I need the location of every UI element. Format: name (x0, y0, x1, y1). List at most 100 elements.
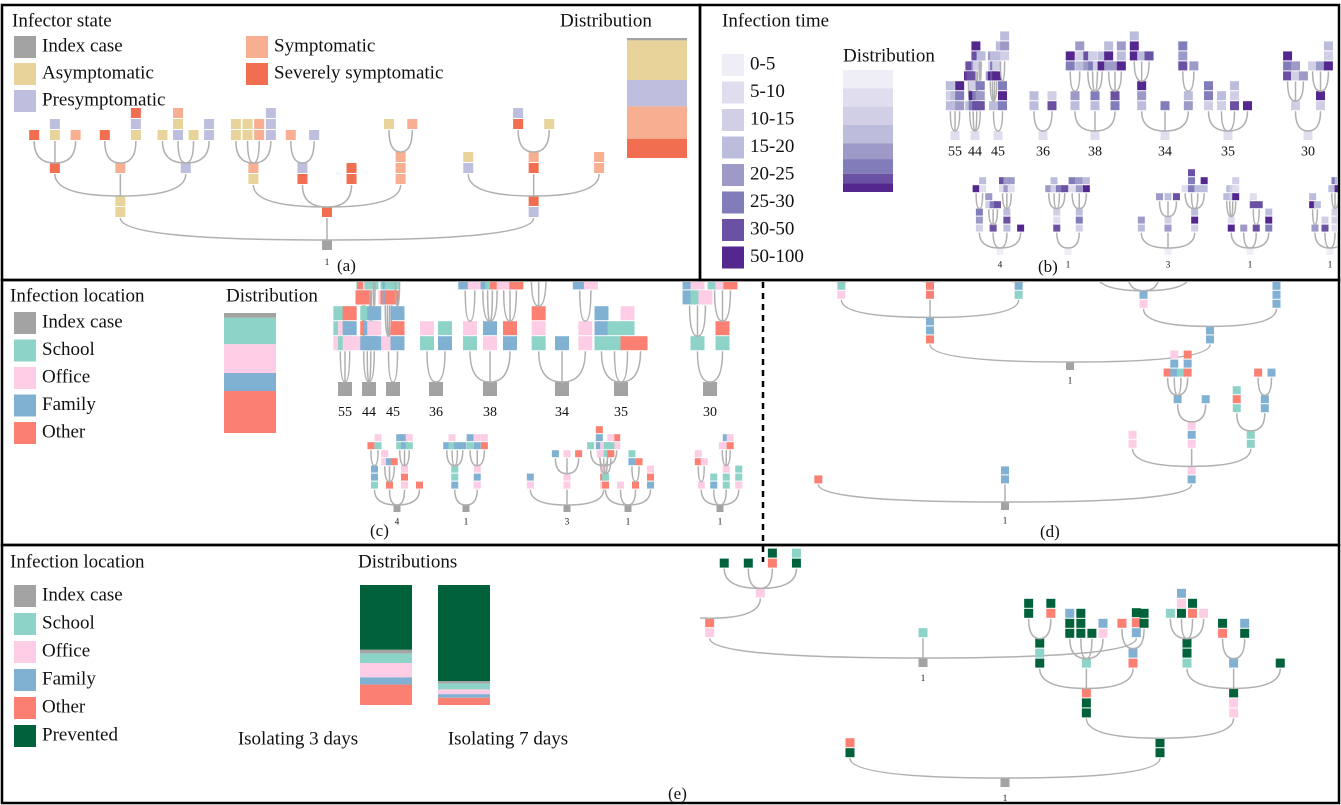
tree-node (1187, 466, 1196, 475)
tree-node (595, 426, 603, 434)
tree-edge (747, 568, 761, 590)
tree-edge (922, 637, 1138, 659)
tree-node (1313, 201, 1321, 209)
tree-node (1000, 51, 1010, 61)
tree-node (1326, 248, 1334, 255)
tree-edge (451, 450, 456, 467)
tree-node (429, 382, 443, 396)
tree-node (1334, 177, 1338, 185)
tree-node (473, 434, 481, 442)
tree-node (975, 101, 985, 111)
tree-group: 55 44 45 36 38 34 35 30 4 1 3 1 1 (945, 31, 1338, 269)
tree-node (954, 237, 962, 245)
tree-node (1272, 290, 1281, 299)
tree-node (1083, 51, 1093, 61)
tree-edge (627, 489, 652, 506)
tree-node (1083, 61, 1093, 71)
tree-node (998, 81, 1007, 91)
legend-label: Other (42, 421, 86, 442)
tree-node (401, 442, 408, 450)
tree-node (1137, 81, 1147, 91)
tree-node (1116, 61, 1126, 71)
tree-edge (387, 305, 391, 337)
tree-node (998, 101, 1007, 111)
tree-edge (469, 450, 478, 467)
tree-node (1137, 216, 1145, 224)
tree-edge (1207, 111, 1229, 132)
tree-edge (509, 290, 518, 322)
tree-node (509, 282, 524, 290)
tree-node (204, 119, 215, 129)
tree-node (1104, 61, 1114, 71)
tree-edge (709, 351, 724, 383)
tree-node (1065, 618, 1075, 628)
tree-node (1137, 91, 1147, 101)
tree-node (393, 260, 407, 274)
legend-label: 0-5 (750, 53, 775, 74)
tree-node (463, 152, 474, 162)
tree-node (1194, 185, 1202, 193)
tree-edge (1173, 377, 1178, 396)
tree-edge (1006, 193, 1012, 210)
tree-node (173, 119, 184, 129)
tree-node (1029, 101, 1039, 111)
tree-node (374, 434, 382, 442)
tree-node (1075, 185, 1083, 193)
tree-edge (1233, 668, 1281, 690)
tree-node (1007, 177, 1015, 185)
legend-swatch (14, 63, 36, 85)
tree-node (130, 130, 141, 140)
tree-node (1076, 618, 1086, 628)
tree-group: 11 (700, 548, 1285, 803)
tree-edge (760, 568, 798, 590)
tree-edge (120, 173, 187, 197)
tree-node (1164, 248, 1172, 255)
tree-edge (1314, 232, 1331, 249)
tree-node (1110, 91, 1120, 101)
tree-node (1128, 430, 1137, 439)
tree-edge (1158, 201, 1169, 218)
tree-label: 38 (1088, 144, 1102, 159)
tree-edge (1295, 81, 1305, 102)
tree-node (1081, 698, 1091, 708)
tree-node (451, 481, 459, 489)
tree-node (395, 174, 406, 184)
tree-edge (688, 305, 698, 337)
distribution-segment (438, 697, 490, 705)
tree-node (1187, 430, 1196, 439)
tree-label: 44 (968, 144, 982, 159)
tree-node (722, 465, 730, 473)
tree-node (130, 108, 141, 118)
tree-node (322, 207, 332, 217)
tree-node (1321, 216, 1329, 224)
tree-node (710, 481, 718, 489)
tree-node (497, 260, 511, 274)
legend-label: 20-25 (750, 163, 794, 184)
tree-edge (760, 568, 774, 590)
tree-node (480, 434, 488, 442)
legend-swatch (14, 697, 36, 719)
tree-node (600, 450, 608, 458)
tree-edge (600, 351, 622, 383)
tree-node (945, 91, 955, 101)
tree-edge (849, 758, 1006, 779)
tree-edge (502, 290, 511, 322)
tree-edge (486, 290, 491, 322)
tree-node (837, 290, 846, 299)
legend-label: Symptomatic (274, 35, 375, 56)
tree-edge (1159, 718, 1235, 739)
tree-edge (246, 140, 254, 164)
tree-edge (603, 450, 618, 467)
tree-edge (1128, 282, 1144, 292)
tree-node (614, 382, 628, 396)
legend-label: School (42, 339, 95, 360)
tree-edge (185, 140, 210, 164)
tree-node (381, 458, 389, 466)
tree-node (1090, 101, 1100, 111)
tree-node (503, 321, 517, 336)
legend-swatch (722, 164, 744, 186)
tree-node (297, 163, 308, 173)
tree-node (1092, 61, 1102, 71)
tree-node (999, 185, 1007, 193)
tree-edge (469, 351, 491, 383)
